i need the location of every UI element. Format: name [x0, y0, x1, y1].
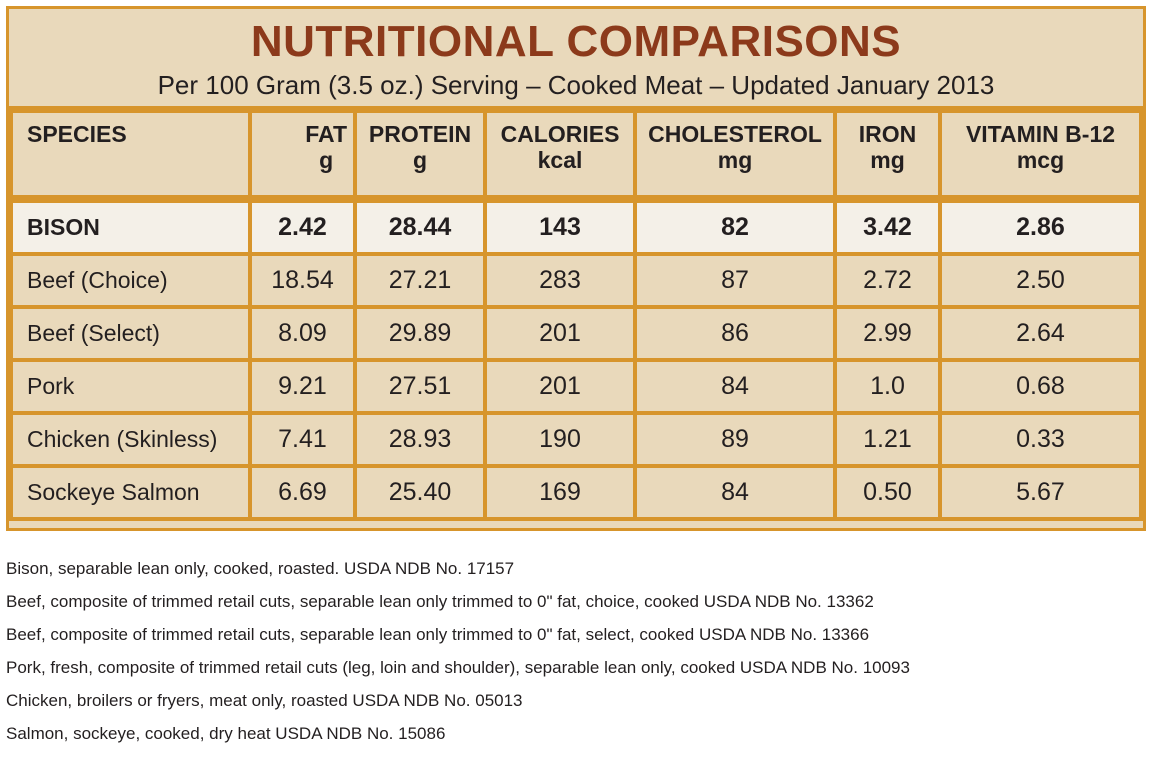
value-cell: 28.44 — [353, 195, 487, 256]
value-cell: 1.0 — [833, 358, 942, 415]
value-cell: 201 — [483, 305, 637, 362]
value-cell: 25.40 — [353, 464, 487, 521]
value-cell: 9.21 — [248, 358, 357, 415]
footnote: Chicken, broilers or fryers, meat only, … — [6, 691, 523, 710]
species-cell: Beef (Select) — [9, 305, 252, 362]
header: NUTRITIONAL COMPARISONS Per 100 Gram (3.… — [9, 9, 1143, 106]
table-row: Beef (Choice) 18.54 27.21 283 87 2.72 2.50 — [9, 252, 1143, 309]
footnote: Pork, fresh, composite of trimmed retail… — [6, 658, 910, 677]
value-cell: 143 — [483, 195, 637, 256]
value-cell: 169 — [483, 464, 637, 521]
value-cell: 283 — [483, 252, 637, 309]
table-row: Pork 9.21 27.51 201 84 1.0 0.68 — [9, 358, 1143, 415]
value-cell: 0.68 — [938, 358, 1143, 415]
value-cell: 0.33 — [938, 411, 1143, 468]
value-cell: 29.89 — [353, 305, 487, 362]
value-cell: 27.51 — [353, 358, 487, 415]
nutrition-table: SPECIES FAT g PROTEIN g CALORIES kcal CHOLE… — [9, 106, 1143, 521]
value-cell: 87 — [633, 252, 837, 309]
page-title: NUTRITIONAL COMPARISONS — [250, 17, 902, 66]
value-cell: 6.69 — [248, 464, 357, 521]
value-cell: 190 — [483, 411, 637, 468]
value-cell: 8.09 — [248, 305, 357, 362]
comparison-panel: NUTRITIONAL COMPARISONS Per 100 Gram (3.… — [6, 6, 1146, 531]
table-row: Beef (Select) 8.09 29.89 201 86 2.99 2.64 — [9, 305, 1143, 362]
value-cell: 2.86 — [938, 195, 1143, 256]
value-cell: 2.42 — [248, 195, 357, 256]
col-iron: IRON mg — [833, 106, 942, 201]
col-species: SPECIES — [9, 106, 252, 201]
footnote: Beef, composite of trimmed retail cuts, … — [6, 625, 870, 644]
value-cell: 5.67 — [938, 464, 1143, 521]
value-cell: 2.50 — [938, 252, 1143, 309]
species-cell: Chicken (Skinless) — [9, 411, 252, 468]
species-cell: Sockeye Salmon — [9, 464, 252, 521]
table-row: BISON 2.42 28.44 143 82 3.42 2.86 — [9, 195, 1143, 256]
value-cell: 86 — [633, 305, 837, 362]
col-fat: FAT g — [248, 106, 357, 201]
subtitle: Per 100 Gram (3.5 oz.) Serving – Cooked … — [157, 70, 995, 100]
value-cell: 2.99 — [833, 305, 942, 362]
col-protein: PROTEIN g — [353, 106, 487, 201]
value-cell: 18.54 — [248, 252, 357, 309]
value-cell: 2.64 — [938, 305, 1143, 362]
value-cell: 1.21 — [833, 411, 942, 468]
value-cell: 89 — [633, 411, 837, 468]
value-cell: 27.21 — [353, 252, 487, 309]
species-cell: Beef (Choice) — [9, 252, 252, 309]
value-cell: 82 — [633, 195, 837, 256]
table-row: Sockeye Salmon 6.69 25.40 169 84 0.50 5.67 — [9, 464, 1143, 521]
species-cell: Pork — [9, 358, 252, 415]
table-row: Chicken (Skinless) 7.41 28.93 190 89 1.21 0.33 — [9, 411, 1143, 468]
value-cell: 3.42 — [833, 195, 942, 256]
footnote: Salmon, sockeye, cooked, dry heat USDA N… — [6, 724, 446, 743]
col-calories: CALORIES kcal — [483, 106, 637, 201]
footnotes: Bison, separable lean only, cooked, roas… — [6, 552, 1146, 750]
value-cell: 201 — [483, 358, 637, 415]
value-cell: 84 — [633, 358, 837, 415]
value-cell: 7.41 — [248, 411, 357, 468]
value-cell: 2.72 — [833, 252, 942, 309]
species-cell: BISON — [9, 195, 252, 256]
value-cell: 28.93 — [353, 411, 487, 468]
header-row: SPECIES FAT g PROTEIN g CALORIES kcal CHOLE… — [9, 106, 1143, 201]
value-cell: 0.50 — [833, 464, 942, 521]
footnote: Bison, separable lean only, cooked, roas… — [6, 559, 515, 578]
value-cell: 84 — [633, 464, 837, 521]
col-vitamin-b12: VITAMIN B-12 mcg — [938, 106, 1143, 201]
col-cholesterol: CHOLESTEROL mg — [633, 106, 837, 201]
footnote: Beef, composite of trimmed retail cuts, … — [6, 592, 874, 611]
